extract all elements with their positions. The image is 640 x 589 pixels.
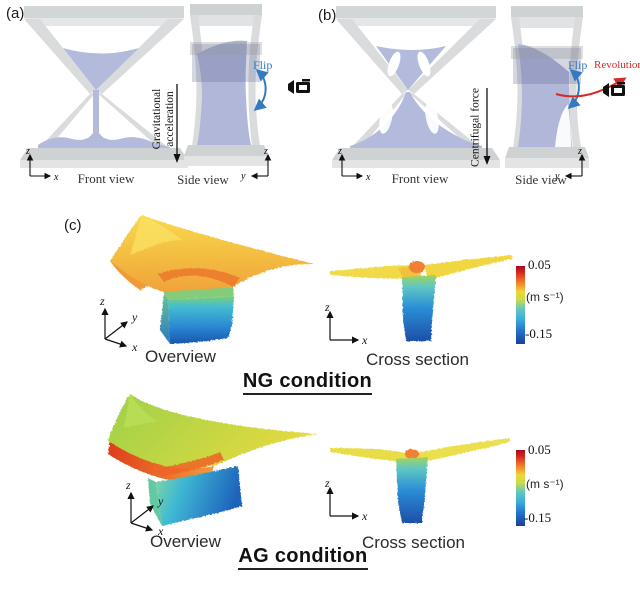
ng-condition-title: NG condition <box>225 370 390 395</box>
colorbar-max-ag: 0.05 <box>528 442 551 457</box>
axis-label-z: z <box>25 146 30 157</box>
flip-label-b: Flip <box>568 58 588 72</box>
revolution-label: Revolution <box>594 59 640 71</box>
ng-overview-surface-plot <box>110 215 314 344</box>
axis-label-z: z <box>337 146 342 157</box>
flip-arc-b <box>567 69 583 110</box>
axis-label-z: z <box>577 146 582 157</box>
ag-overview-surface-plot <box>108 394 318 526</box>
axis-side-b: z y <box>554 146 586 182</box>
axis-front-a: z x <box>25 146 59 183</box>
ng-cross-caption: Cross section <box>366 350 469 369</box>
panel-c-label: (c) <box>64 217 82 234</box>
axis-label-x: x <box>53 172 59 183</box>
axis-label-x: x <box>131 340 138 352</box>
axis-label-x: x <box>157 524 164 536</box>
side-view-caption-a: Side view <box>177 172 229 187</box>
ng-condition-text: NG condition <box>242 370 373 395</box>
axis-front-b: z x <box>337 146 371 183</box>
centrifugal-arrow <box>483 88 491 165</box>
flip-arc-a <box>253 68 269 111</box>
ag-cross-section-plot <box>330 438 510 523</box>
video-camera-icon-b <box>603 82 625 97</box>
axis-label-z: z <box>263 146 268 157</box>
sand-front-a <box>38 48 170 148</box>
sand-side-b <box>511 44 583 147</box>
colorbar-unit-ng: (m s⁻¹) <box>526 290 564 304</box>
front-view-caption-b: Front view <box>391 171 449 186</box>
axis-label-y: y <box>554 171 560 182</box>
flip-label-a: Flip <box>253 58 273 72</box>
gravity-arrow <box>173 84 181 163</box>
axis-triad-ng-overview: z y x <box>99 294 138 352</box>
hourglass-front-view-a <box>20 6 188 168</box>
velocity-surface <box>108 394 318 526</box>
axis-side-a: z y <box>240 146 272 182</box>
colorbar-min-ng: -0.15 <box>525 326 553 341</box>
velocity-surface <box>330 255 512 341</box>
axis-label-y: y <box>131 310 138 324</box>
axis-label-z: z <box>324 300 330 314</box>
axis-label-z: z <box>99 294 105 308</box>
ag-cross-caption: Cross section <box>362 533 465 552</box>
side-view-caption-b: Side view <box>515 172 567 187</box>
colorbar-max-ng: 0.05 <box>528 257 551 272</box>
ng-overview-caption: Overview <box>145 347 216 366</box>
ng-cross-section-plot <box>330 255 512 341</box>
panel-b-label: (b) <box>318 7 337 24</box>
colorbar-ng <box>516 266 525 344</box>
axis-ng-cross: z x <box>324 300 368 347</box>
front-view-caption-a: Front view <box>77 171 135 186</box>
colorbar-min-ag: -0.15 <box>524 510 552 525</box>
centrifugal-label: Centrifugal force <box>469 88 482 167</box>
axis-label-y: y <box>240 171 246 182</box>
colorbar-ag <box>516 450 525 526</box>
velocity-surface <box>110 215 314 344</box>
axis-triad-ag-overview: z y x <box>125 478 164 536</box>
sand-side-a <box>190 40 262 146</box>
hourglass-front-view-b <box>332 6 500 168</box>
ag-condition-title: AG condition <box>228 545 378 570</box>
axis-ag-cross: z x <box>324 476 368 523</box>
axis-label-z: z <box>125 478 131 492</box>
ag-condition-text: AG condition <box>238 545 368 570</box>
axis-label-x: x <box>365 172 371 183</box>
axis-label-x: x <box>361 509 368 523</box>
sand-front-b <box>350 46 482 148</box>
axis-label-x: x <box>361 333 368 347</box>
axis-label-z: z <box>324 476 330 490</box>
velocity-surface <box>330 438 510 523</box>
hourglass-glass <box>332 6 500 168</box>
ag-overview-caption: Overview <box>150 532 221 551</box>
panel-a-label: (a) <box>6 5 25 22</box>
axis-label-y: y <box>157 494 164 508</box>
colorbar-unit-ag: (m s⁻¹) <box>526 477 564 491</box>
hourglass-glass <box>20 6 188 168</box>
video-camera-icon-a <box>288 79 310 94</box>
